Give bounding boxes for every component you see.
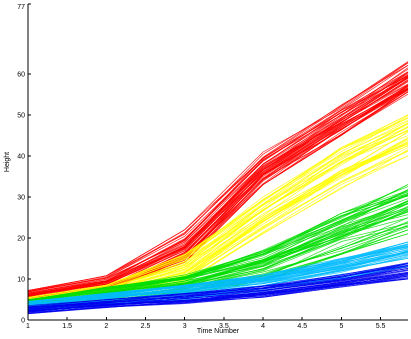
- y-tick-label: 40: [17, 153, 25, 160]
- y-tick-label: 50: [17, 112, 25, 119]
- y-tick-label: 20: [17, 235, 25, 242]
- y-axis-title: Height: [4, 152, 11, 172]
- series-line: [27, 77, 409, 296]
- series-line: [27, 75, 409, 293]
- series-line: [27, 67, 409, 294]
- series-line: [27, 263, 409, 309]
- series-line: [27, 65, 409, 293]
- series-line: [27, 249, 409, 306]
- y-tick-label: 77: [17, 4, 25, 11]
- y-ticks: 0 10 20 30 40 50 60 77: [17, 3, 31, 325]
- y-tick-label: 10: [17, 276, 25, 283]
- x-tick-label: 4.5: [297, 323, 307, 330]
- series-line: [27, 190, 409, 302]
- y-tick-label: 30: [17, 194, 25, 201]
- x-tick-label: 3.5: [219, 323, 229, 330]
- x-tick-label: 1.5: [62, 323, 72, 330]
- series-line: [27, 194, 409, 303]
- series-line: [27, 115, 409, 299]
- x-tick-label: 2.5: [141, 323, 151, 330]
- series-line: [27, 272, 409, 311]
- series-line: [27, 195, 409, 303]
- series-line: [27, 62, 409, 292]
- x-tick-label: 5.5: [376, 323, 386, 330]
- x-tick-label: 3: [183, 323, 187, 330]
- x-tick-label: 4: [261, 323, 265, 330]
- series-line: [27, 278, 409, 314]
- series-line: [27, 273, 409, 311]
- series-lines: [27, 61, 409, 315]
- x-axis-title: Time Number: [197, 328, 240, 335]
- x-tick-label: 5: [339, 323, 343, 330]
- series-line: [27, 241, 409, 303]
- x-ticks: 1 1.5 2 2.5 3 3.5 4 4.5 5 5.5: [26, 317, 386, 330]
- series-line: [27, 194, 409, 301]
- series-line: [27, 247, 409, 303]
- series-line: [27, 81, 409, 296]
- series-line: [27, 247, 409, 304]
- series-line: [27, 191, 409, 301]
- axes: [27, 4, 408, 321]
- x-tick-label: 1: [26, 323, 30, 330]
- series-line: [27, 272, 409, 312]
- series-line: [27, 76, 409, 295]
- y-tick-label: 0: [21, 318, 25, 325]
- series-line: [27, 263, 409, 308]
- y-tick-label: 60: [17, 71, 25, 78]
- x-tick-label: 2: [104, 323, 108, 330]
- series-line: [27, 267, 409, 310]
- series-line: [27, 246, 409, 305]
- series-line: [27, 198, 409, 302]
